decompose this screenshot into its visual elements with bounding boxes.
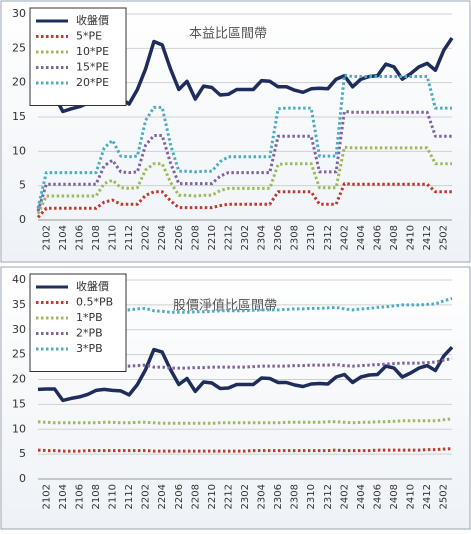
x-tick-label: 2108 <box>91 225 102 250</box>
x-tick-label: 2404 <box>356 225 367 250</box>
x-tick-label: 2110 <box>108 484 119 509</box>
legend-label: 3*PB <box>76 342 103 355</box>
y-tick-label: 15 <box>12 397 26 410</box>
legend-label: 收盤價 <box>76 279 109 293</box>
x-tick-label: 2310 <box>306 484 317 509</box>
x-tick-label: 2212 <box>223 225 234 250</box>
series-line <box>37 357 453 370</box>
x-tick-label: 2402 <box>339 225 350 250</box>
x-tick-label: 2312 <box>323 484 334 509</box>
x-tick-label: 2108 <box>91 484 102 509</box>
x-tick-label: 2104 <box>58 484 69 509</box>
y-tick-label: 35 <box>12 298 26 311</box>
legend-label: 15*PE <box>76 61 109 74</box>
x-tick-label: 2206 <box>174 225 185 250</box>
x-tick-label: 2212 <box>223 484 234 509</box>
y-tick-label: 0 <box>19 472 26 485</box>
x-tick-label: 2208 <box>190 225 201 250</box>
x-tick-label: 2204 <box>157 225 168 250</box>
x-tick-label: 2104 <box>58 225 69 250</box>
series-line <box>36 110 452 212</box>
x-tick-label: 2306 <box>273 484 284 509</box>
x-tick-label: 2304 <box>257 484 268 509</box>
x-tick-label: 2412 <box>422 484 433 509</box>
series-line <box>36 182 452 219</box>
x-tick-label: 2210 <box>207 225 218 250</box>
y-tick-label: 30 <box>12 7 26 20</box>
x-tick-label: 2402 <box>339 484 350 509</box>
legend-label: 5*PE <box>76 30 102 43</box>
x-tick-label: 2102 <box>41 484 52 509</box>
x-tick-label: 2302 <box>240 225 251 250</box>
chart-title: 本益比區間帶 <box>189 27 267 42</box>
chart-title: 股價淨值比區間帶 <box>173 298 277 314</box>
y-tick-label: 5 <box>19 447 26 460</box>
x-tick-label: 2102 <box>41 225 52 250</box>
x-tick-label: 2410 <box>406 225 417 250</box>
x-tick-label: 2110 <box>108 225 119 250</box>
series-line <box>36 145 452 215</box>
x-tick-label: 2302 <box>240 484 251 509</box>
legend-label: 0.5*PB <box>76 296 113 309</box>
series-line <box>36 73 452 209</box>
x-tick-label: 2410 <box>406 484 417 509</box>
x-tick-label: 2112 <box>124 225 135 250</box>
x-tick-label: 2304 <box>257 225 268 250</box>
x-tick-label: 2204 <box>157 484 168 509</box>
y-tick-label: 10 <box>12 144 26 157</box>
y-tick-label: 20 <box>12 76 26 89</box>
y-tick-label: 20 <box>12 373 26 386</box>
y-tick-label: 25 <box>12 348 26 361</box>
x-tick-label: 2306 <box>273 225 284 250</box>
series-line <box>37 417 453 425</box>
x-tick-label: 2106 <box>74 225 85 250</box>
legend-label: 10*PE <box>76 45 109 58</box>
legend-box <box>29 273 127 372</box>
y-tick-label: 30 <box>12 323 26 336</box>
y-tick-label: 5 <box>19 179 26 192</box>
legend-label: 20*PE <box>76 76 109 89</box>
x-tick-label: 2312 <box>323 225 334 250</box>
y-tick-label: 10 <box>12 422 26 435</box>
x-tick-label: 2206 <box>174 484 185 509</box>
y-tick-label: 25 <box>12 41 26 54</box>
x-tick-label: 2308 <box>290 484 301 509</box>
x-tick-label: 2406 <box>372 484 383 509</box>
x-tick-label: 2404 <box>356 484 367 509</box>
x-tick-label: 2310 <box>306 225 317 250</box>
y-tick-label: 0 <box>19 213 26 226</box>
legend-label: 1*PB <box>76 311 103 324</box>
series-line <box>37 346 454 403</box>
x-tick-label: 2406 <box>372 225 383 250</box>
series-line <box>37 447 453 453</box>
x-tick-label: 2208 <box>190 484 201 509</box>
x-tick-label: 2502 <box>439 225 450 250</box>
x-tick-label: 2210 <box>207 484 218 509</box>
y-tick-label: 40 <box>12 273 26 286</box>
x-tick-label: 2408 <box>389 484 400 509</box>
x-tick-label: 2502 <box>439 484 450 509</box>
x-tick-label: 2112 <box>124 484 135 509</box>
x-tick-label: 2308 <box>290 225 301 250</box>
legend-label: 2*PB <box>76 327 103 340</box>
y-tick-label: 15 <box>12 110 26 123</box>
x-tick-label: 2202 <box>141 225 152 250</box>
legend-box <box>29 7 127 106</box>
x-tick-label: 2412 <box>422 225 433 250</box>
series-line <box>37 296 453 314</box>
legend-label: 收盤價 <box>76 13 109 27</box>
x-tick-label: 2202 <box>141 484 152 509</box>
x-tick-label: 2106 <box>74 484 85 509</box>
x-tick-label: 2408 <box>389 225 400 250</box>
